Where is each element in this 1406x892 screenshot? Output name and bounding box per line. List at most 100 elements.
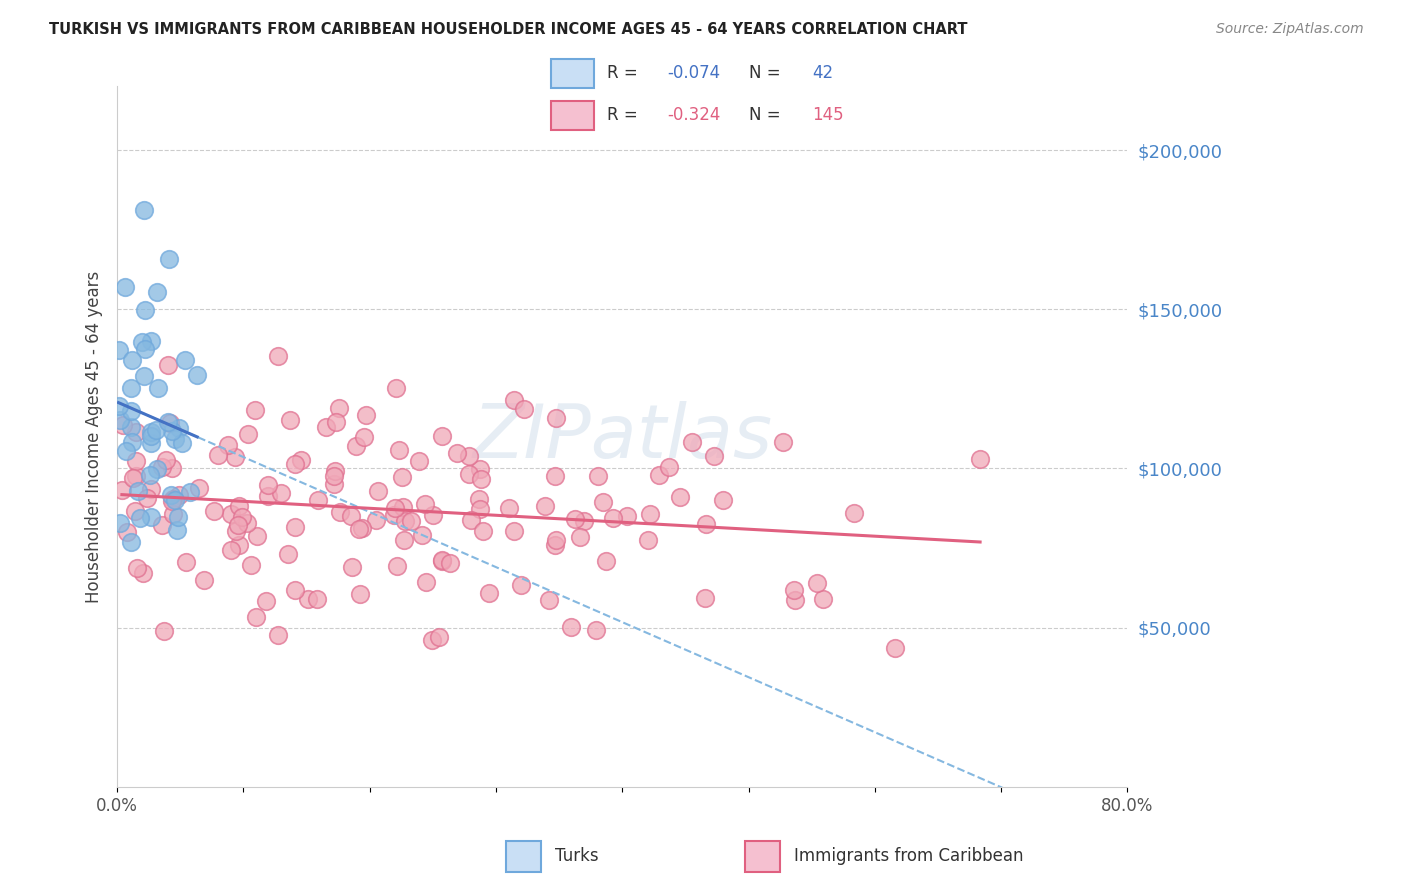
Point [188,482,211,496]
Point [616,509,638,524]
Point [226,518,249,533]
Point [367,483,389,498]
Point [305,592,328,607]
Point [328,401,350,415]
Point [110,413,132,427]
Point [284,582,307,597]
Point [167,509,190,524]
Text: 145: 145 [813,106,844,124]
Point [139,425,162,439]
Point [150,517,173,532]
Point [243,403,266,417]
Point [219,507,242,521]
Point [174,353,197,368]
Point [157,415,180,429]
Point [322,469,344,483]
Point [460,513,482,527]
Point [124,503,146,517]
Point [544,411,567,425]
Point [277,547,299,561]
Point [231,509,253,524]
Point [107,343,129,357]
Point [246,529,269,543]
Point [382,508,405,522]
Point [510,578,533,592]
Point [155,452,177,467]
Point [153,624,176,638]
Point [179,485,201,500]
Bar [745,840,780,872]
Text: 42: 42 [813,64,834,82]
Text: R =: R = [607,106,644,124]
Point [121,353,143,368]
Point [280,413,302,427]
Point [146,381,169,395]
Point [174,555,197,569]
Point [107,399,129,413]
Point [120,420,142,434]
Text: N =: N = [749,106,786,124]
Point [134,343,156,357]
Point [703,449,725,463]
Point [219,542,242,557]
Point [695,517,717,532]
Point [146,461,169,475]
Point [146,285,169,300]
Point [353,430,375,444]
Point [135,491,157,505]
Point [225,524,247,538]
Point [134,303,156,318]
Point [772,435,794,450]
Point [322,477,344,491]
Point [811,592,834,607]
Point [711,493,734,508]
Point [394,533,416,547]
Text: -0.074: -0.074 [666,64,720,82]
Point [120,535,142,549]
Point [585,624,607,638]
Point [884,640,907,655]
Point [392,500,415,514]
Point [503,524,526,538]
Point [169,488,191,502]
Point [159,416,181,430]
Point [125,468,148,483]
Point [157,252,180,266]
Point [160,461,183,475]
Y-axis label: Householder Income Ages 45 - 64 years: Householder Income Ages 45 - 64 years [86,270,103,603]
Point [638,507,661,521]
Point [544,468,567,483]
Point [127,483,149,498]
Point [446,446,468,460]
Point [478,585,501,599]
Point [207,448,229,462]
Point [115,525,138,540]
Point [284,520,307,534]
Point [595,554,617,568]
Point [120,404,142,418]
Point [560,620,582,634]
Text: R =: R = [607,64,644,82]
Point [125,454,148,468]
Point [235,516,257,531]
Point [270,486,292,500]
Point [139,429,162,443]
Point [391,470,413,484]
Point [132,369,155,384]
Text: -0.324: -0.324 [666,106,720,124]
Point [422,508,444,523]
Point [115,443,138,458]
Point [150,459,173,474]
Point [284,457,307,471]
Point [602,511,624,525]
Point [658,460,681,475]
Point [385,381,408,395]
Point [186,368,208,382]
Point [224,450,246,465]
Point [538,593,561,607]
Point [394,514,416,528]
Point [384,501,406,516]
Point [139,436,162,450]
Point [297,592,319,607]
Point [162,491,184,506]
